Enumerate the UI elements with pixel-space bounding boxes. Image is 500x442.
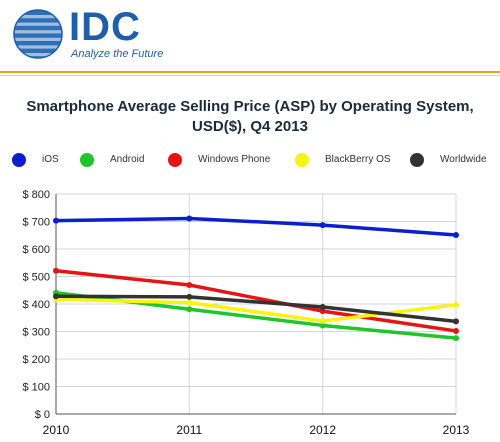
data-point-windows-phone (319, 308, 326, 315)
y-tick-label: $ 400 (22, 299, 50, 311)
legend-swatch (168, 153, 182, 167)
data-point-android (319, 322, 326, 329)
data-point-android (453, 335, 459, 342)
chart-title: Smartphone Average Selling Price (ASP) b… (26, 98, 474, 135)
x-tick-label: 2010 (43, 423, 70, 437)
idc-globe-icon (13, 9, 63, 59)
legend-swatch (295, 153, 309, 167)
header-divider-thin (0, 75, 500, 76)
data-point-worldwide (186, 293, 193, 300)
legend-swatch (410, 153, 424, 167)
legend-label: Windows Phone (198, 154, 271, 165)
line-chart: $ 0 $ 100 $ 200 $ 300 $ 400 $ 500 $ 600 $ 700 $ … (22, 189, 470, 437)
logo-tagline: Analyze the Future (71, 48, 164, 60)
data-point-ios (319, 222, 326, 229)
data-point-blackberry-os (319, 318, 326, 325)
x-tick-label: 2012 (309, 423, 336, 437)
data-point-ios (53, 217, 59, 224)
data-point-worldwide (53, 293, 59, 300)
series-line-windows-phone (54, 268, 458, 333)
y-tick-label: $ 600 (22, 244, 50, 256)
legend-swatch (80, 153, 94, 167)
header-divider (0, 71, 500, 73)
data-point-ios (453, 231, 459, 238)
legend-swatch (12, 153, 26, 167)
data-point-ios (186, 215, 193, 222)
series-line-ios (54, 216, 458, 237)
x-tick-label: 2011 (176, 423, 202, 437)
x-tick-label: 2013 (443, 423, 470, 437)
data-point-windows-phone (453, 327, 459, 334)
y-tick-label: $ 100 (22, 382, 50, 394)
data-point-worldwide (319, 304, 326, 311)
logo-text: IDC (69, 5, 141, 49)
legend-label: BlackBerry OS (325, 154, 391, 165)
y-tick-label: $ 800 (22, 189, 50, 201)
data-point-windows-phone (53, 267, 59, 274)
data-point-windows-phone (186, 282, 193, 289)
data-point-worldwide (453, 318, 459, 325)
data-point-android (186, 306, 193, 313)
y-tick-label: $ 500 (22, 272, 50, 284)
header: IDC Analyze the Future (0, 0, 500, 68)
y-tick-label: $ 700 (22, 217, 50, 229)
legend-label: iOS (42, 154, 59, 165)
y-tick-label: $ 0 (35, 409, 50, 421)
legend-label: Worldwide (440, 154, 487, 165)
chart-legend: iOS Android Windows Phone BlackBerry OS Worl… (0, 150, 500, 170)
data-point-blackberry-os (186, 299, 193, 306)
legend-label: Android (110, 154, 145, 165)
series-line-worldwide (54, 294, 458, 324)
y-tick-label: $ 300 (22, 327, 50, 339)
data-point-blackberry-os (453, 301, 459, 308)
y-tick-label: $ 200 (22, 354, 50, 366)
